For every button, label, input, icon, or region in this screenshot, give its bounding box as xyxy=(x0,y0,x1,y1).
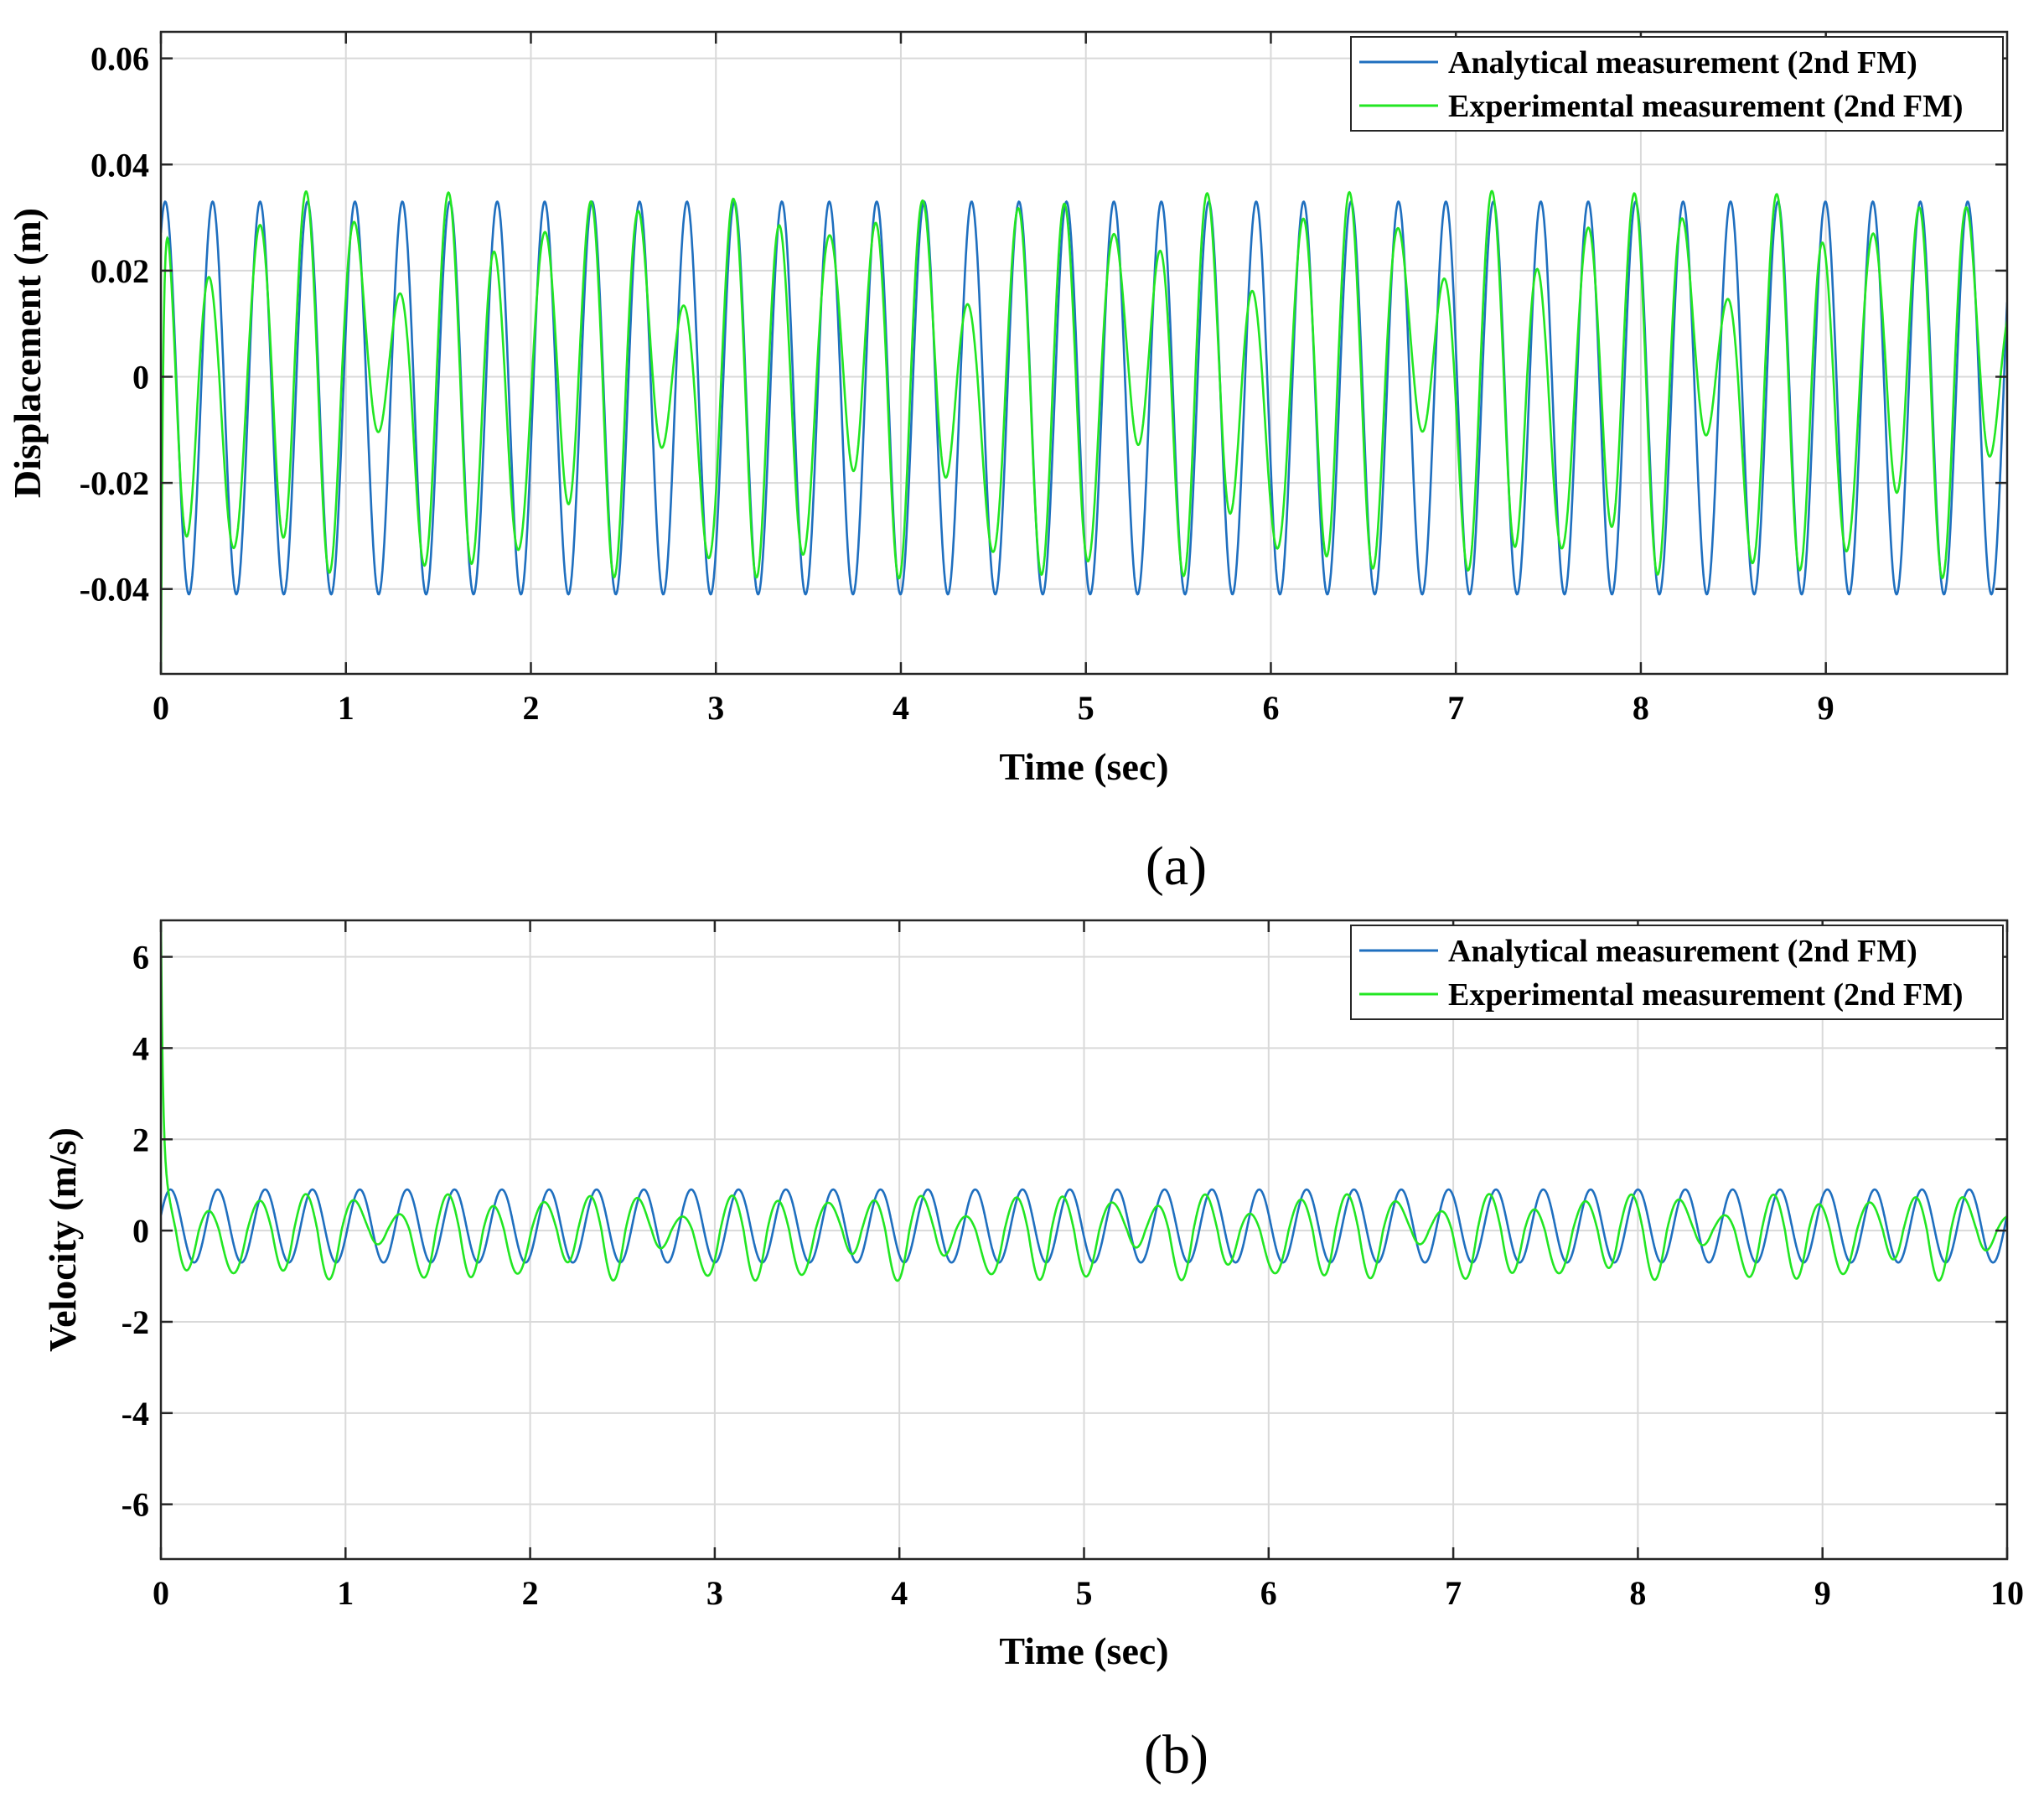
displacement-y-tick-label: -0.04 xyxy=(80,571,149,609)
displacement-panel: 0 1 2 3 4 5 6 7 8 9 -0.04 -0.02 0 0.02 0.04 0.06 Time (… xyxy=(6,30,2009,897)
displacement-legend-box xyxy=(1350,36,2004,132)
displacement-y-tick-label: 0 xyxy=(132,358,149,396)
velocity-x-tick-label: 5 xyxy=(1076,1574,1093,1612)
velocity-y-tick-label: 2 xyxy=(132,1121,149,1158)
displacement-x-tick-label: 3 xyxy=(707,689,724,727)
displacement-legend: Analytical measurement (2nd FM) Experimen… xyxy=(1350,36,2004,132)
velocity-series xyxy=(161,920,2007,1282)
velocity-x-tick-label: 9 xyxy=(1814,1574,1831,1612)
velocity-legend-entry-experimental: Experimental measurement (2nd FM) xyxy=(1448,977,1964,1013)
displacement-legend-entry-experimental: Experimental measurement (2nd FM) xyxy=(1448,89,1964,124)
displacement-y-axis-label: Displacement (m) xyxy=(6,208,49,498)
velocity-y-axis-label: Velocity (m/s) xyxy=(41,1127,84,1352)
displacement-y-tick-label: -0.02 xyxy=(80,464,149,502)
velocity-x-tick-label: 3 xyxy=(706,1574,723,1612)
displacement-y-tick-label: 0.06 xyxy=(91,40,149,78)
velocity-x-tick-label: 2 xyxy=(522,1574,539,1612)
displacement-ticks: 0 1 2 3 4 5 6 7 8 9 -0.04 -0.02 0 0.02 0.04 0.06 xyxy=(80,32,2007,727)
velocity-x-axis-label: Time (sec) xyxy=(999,1629,1168,1672)
velocity-y-tick-label: 4 xyxy=(132,1029,149,1067)
velocity-experimental-series-line xyxy=(161,920,2007,1282)
displacement-legend-entry-analytical: Analytical measurement (2nd FM) xyxy=(1448,45,1917,80)
displacement-plot-frame xyxy=(159,30,2009,676)
displacement-y-tick-label: 0.04 xyxy=(91,146,149,184)
displacement-x-tick-label: 9 xyxy=(1818,689,1834,727)
displacement-x-tick-label: 1 xyxy=(338,689,354,727)
velocity-legend-box xyxy=(1350,925,2004,1020)
velocity-y-tick-label: -6 xyxy=(122,1486,149,1524)
velocity-x-tick-label: 10 xyxy=(1990,1574,2024,1612)
velocity-x-tick-label: 7 xyxy=(1445,1574,1462,1612)
displacement-experimental-series-line xyxy=(161,189,2007,674)
velocity-y-tick-label: -2 xyxy=(122,1303,149,1341)
velocity-x-tick-label: 1 xyxy=(337,1574,354,1612)
velocity-y-tick-label: -4 xyxy=(122,1395,149,1432)
displacement-x-tick-label: 0 xyxy=(153,689,169,727)
velocity-legend: Analytical measurement (2nd FM) Experimen… xyxy=(1350,925,2004,1020)
velocity-x-tick-label: 6 xyxy=(1260,1574,1277,1612)
velocity-y-tick-label: 6 xyxy=(132,939,149,977)
displacement-series xyxy=(161,189,2007,674)
displacement-x-axis-label: Time (sec) xyxy=(999,745,1168,788)
displacement-x-tick-label: 8 xyxy=(1633,689,1649,727)
displacement-x-tick-label: 4 xyxy=(893,689,909,727)
velocity-ticks: 0 1 2 3 4 5 6 7 8 9 10 -6 -4 -2 0 2 4 6 xyxy=(122,920,2024,1612)
velocity-y-tick-label: 0 xyxy=(132,1212,149,1250)
displacement-x-tick-label: 2 xyxy=(522,689,539,727)
displacement-x-tick-label: 7 xyxy=(1447,689,1464,727)
panel-a-caption: (a) xyxy=(1146,836,1207,897)
velocity-x-tick-label: 4 xyxy=(891,1574,908,1612)
displacement-x-tick-label: 6 xyxy=(1262,689,1279,727)
velocity-x-tick-label: 0 xyxy=(153,1574,169,1612)
velocity-x-tick-label: 8 xyxy=(1629,1574,1646,1612)
velocity-legend-entry-analytical: Analytical measurement (2nd FM) xyxy=(1448,934,1917,969)
displacement-y-tick-label: 0.02 xyxy=(91,252,149,290)
displacement-grid xyxy=(160,32,2007,674)
velocity-analytical-series-line xyxy=(161,1188,2007,1264)
panel-b-caption: (b) xyxy=(1144,1724,1208,1785)
displacement-x-tick-label: 5 xyxy=(1078,689,1094,727)
velocity-panel: 0 1 2 3 4 5 6 7 8 9 10 -6 -4 -2 0 2 4 6 Time (sec) Veloci… xyxy=(41,919,2024,1785)
